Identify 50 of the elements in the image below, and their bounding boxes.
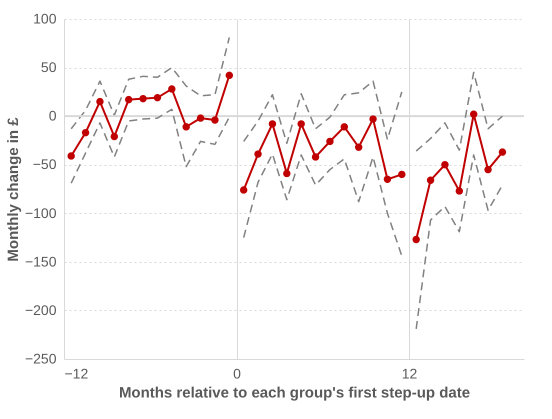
x-tick-label: −12 xyxy=(64,366,88,382)
line-series xyxy=(70,108,230,184)
point xyxy=(254,150,262,158)
point xyxy=(498,148,506,156)
point xyxy=(139,94,147,102)
y-tick-label: −150 xyxy=(24,253,57,270)
point xyxy=(168,85,176,93)
x-tick-label: 0 xyxy=(233,366,242,382)
point xyxy=(182,123,190,131)
point xyxy=(470,110,478,118)
point xyxy=(484,166,492,174)
point xyxy=(340,123,348,131)
y-tick-label: −250 xyxy=(24,350,57,366)
point xyxy=(154,94,162,102)
point xyxy=(426,176,434,184)
point xyxy=(398,170,406,178)
point xyxy=(240,186,248,194)
point xyxy=(283,170,291,178)
point xyxy=(326,138,334,146)
point xyxy=(412,236,420,244)
point xyxy=(369,115,377,123)
line-series xyxy=(415,154,504,330)
point xyxy=(211,116,219,124)
y-tick-label: 100 xyxy=(33,10,57,26)
point xyxy=(82,128,90,136)
point xyxy=(354,144,362,151)
y-tick-label: 50 xyxy=(40,59,57,76)
x-axis-title: Months relative to each group's first step-up date xyxy=(118,384,470,402)
point xyxy=(67,152,75,160)
point xyxy=(96,98,104,106)
x-tick-label: 12 xyxy=(402,366,418,382)
y-tick-label: −50 xyxy=(32,156,57,172)
point xyxy=(384,176,392,183)
y-tick-label: 0 xyxy=(48,108,57,124)
y-tick-label: −200 xyxy=(24,302,57,318)
point xyxy=(268,120,276,128)
point xyxy=(312,153,320,161)
point xyxy=(456,187,464,195)
line-series xyxy=(242,153,403,257)
point xyxy=(110,132,118,140)
point xyxy=(196,114,204,122)
line-series xyxy=(70,36,230,130)
y-tick-label: −100 xyxy=(24,204,57,221)
point xyxy=(297,120,305,128)
point xyxy=(226,72,234,80)
point xyxy=(124,96,132,104)
line-series xyxy=(415,72,504,152)
y-axis-title: Monthly change in £ xyxy=(4,116,22,262)
point xyxy=(441,161,449,168)
line-series xyxy=(242,80,403,144)
